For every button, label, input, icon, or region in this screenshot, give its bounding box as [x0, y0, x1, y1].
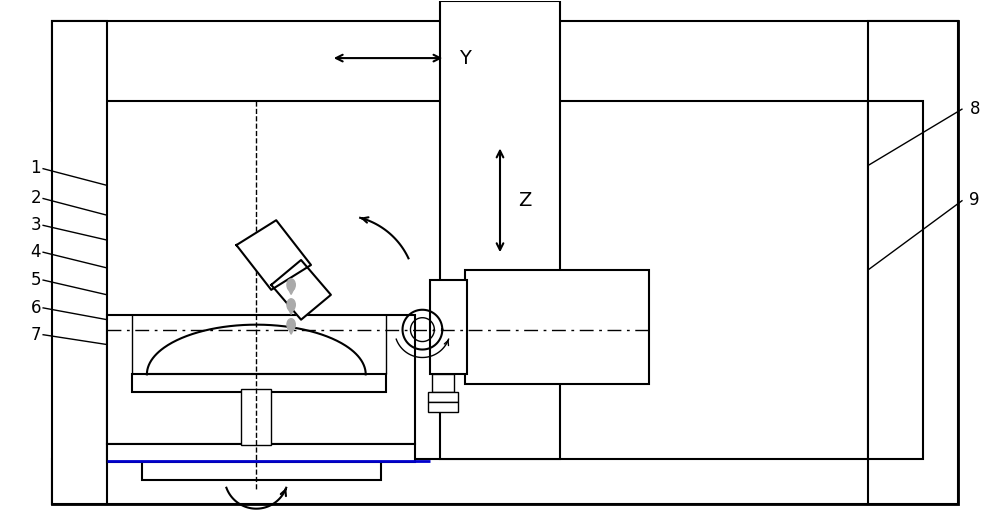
- Polygon shape: [288, 309, 294, 314]
- Bar: [868, 21, 958, 504]
- Text: 2: 2: [31, 189, 41, 207]
- Bar: [132, 374, 386, 392]
- Bar: [428, 402, 458, 412]
- Text: 1: 1: [31, 160, 41, 177]
- Bar: [107, 315, 415, 444]
- Bar: [52, 459, 958, 504]
- Bar: [428, 392, 458, 402]
- Polygon shape: [271, 260, 331, 320]
- Text: 3: 3: [31, 216, 41, 234]
- Bar: [430, 280, 467, 374]
- Text: 5: 5: [31, 271, 41, 289]
- Ellipse shape: [287, 319, 295, 331]
- Ellipse shape: [287, 299, 295, 311]
- Bar: [107, 444, 415, 462]
- Bar: [868, 101, 923, 459]
- Text: 9: 9: [969, 191, 980, 209]
- Text: Z: Z: [518, 191, 532, 210]
- Text: Y: Y: [459, 49, 471, 67]
- Bar: [241, 389, 271, 445]
- Bar: [52, 21, 107, 504]
- Text: 4: 4: [31, 243, 41, 261]
- Polygon shape: [236, 220, 311, 290]
- Ellipse shape: [287, 279, 295, 291]
- Polygon shape: [288, 328, 294, 334]
- Text: 6: 6: [31, 299, 41, 317]
- Bar: [52, 21, 958, 101]
- Text: 7: 7: [31, 326, 41, 344]
- Text: 8: 8: [969, 100, 980, 118]
- Bar: [465, 270, 649, 384]
- Bar: [432, 374, 454, 392]
- Bar: [440, 2, 560, 459]
- Polygon shape: [288, 289, 294, 294]
- Bar: [142, 462, 381, 480]
